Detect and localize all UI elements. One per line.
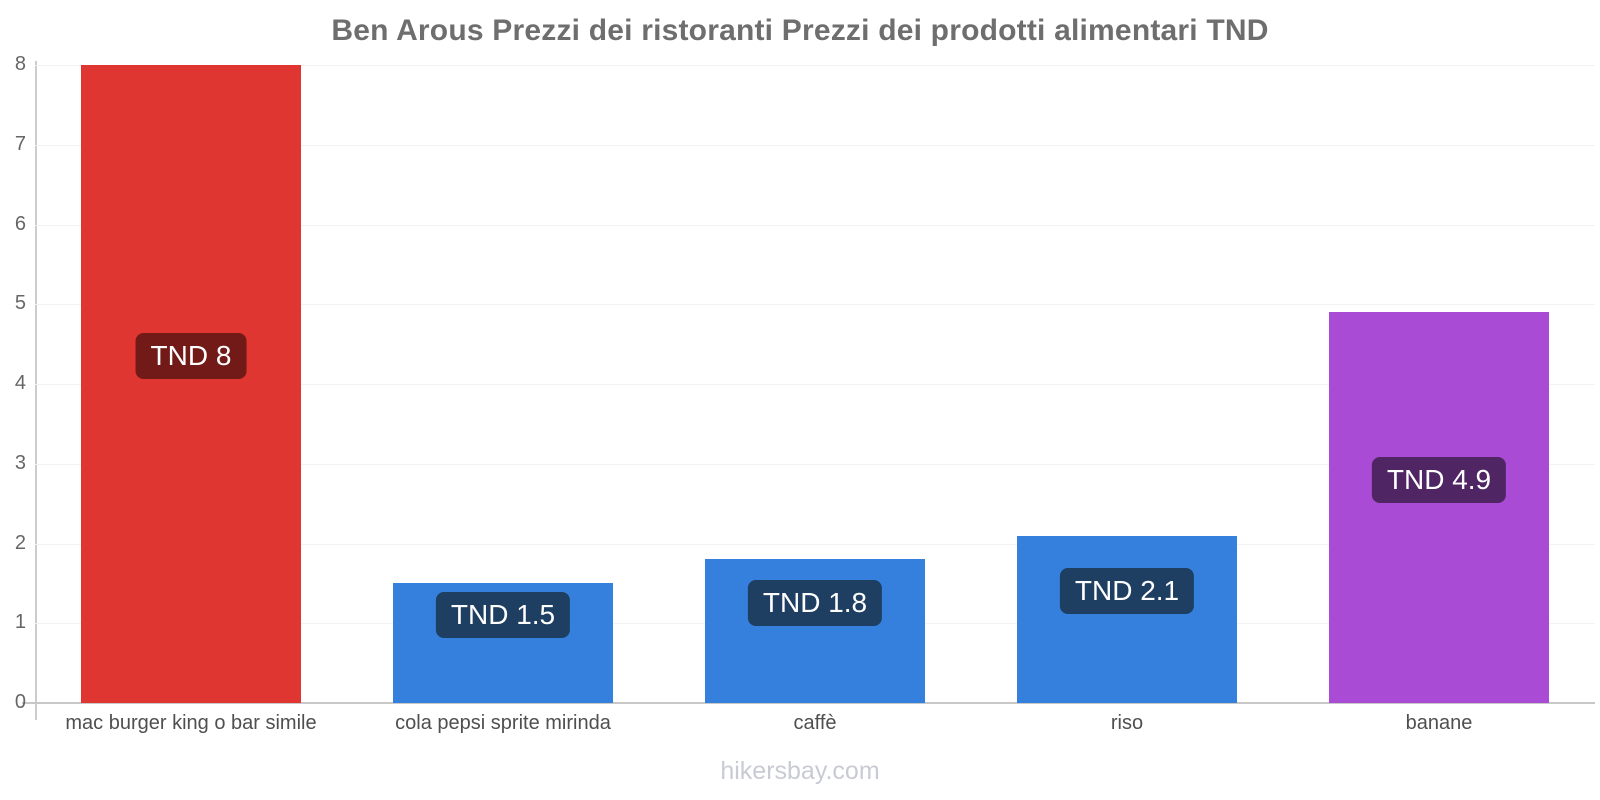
- x-axis-label: cola pepsi sprite mirinda: [395, 712, 611, 734]
- gridline: [35, 543, 1595, 545]
- y-tick-label: 0: [14, 691, 26, 713]
- y-tick-label: 6: [14, 212, 26, 235]
- bar-value-badge: TND 4.9: [1371, 456, 1507, 503]
- bar-value-badge: TND 8: [135, 333, 247, 379]
- bar-4: TND 2.1: [1017, 535, 1237, 703]
- bar-value-badge: TND 1.5: [435, 592, 571, 639]
- gridline: [35, 65, 1595, 66]
- y-axis-line: [35, 61, 37, 720]
- bar-value-badge: TND 2.1: [1059, 568, 1195, 615]
- zero-tick-mark: [22, 702, 35, 704]
- x-axis-line: [35, 702, 1595, 704]
- x-axis-label: mac burger king o bar simile: [65, 712, 317, 734]
- y-tick-label: 3: [14, 451, 26, 474]
- y-tick-label: 7: [14, 132, 26, 155]
- chart-title: Ben Arous Prezzi dei ristoranti Prezzi d…: [331, 14, 1269, 47]
- gridline: [35, 384, 1595, 385]
- gridline: [35, 224, 1595, 226]
- bar-5: TND 4.9: [1329, 312, 1549, 703]
- bar-1: TND 8: [81, 65, 301, 703]
- y-tick-label: 4: [14, 372, 26, 394]
- y-tick-label: 8: [14, 53, 26, 75]
- bar-3: TND 1.8: [705, 559, 925, 703]
- plot-area: TND 8 TND 1.5 TND 1.8 TND 2.1 TND 4.9: [22, 61, 1595, 720]
- y-tick-label: 5: [14, 292, 26, 315]
- gridline: [35, 463, 1595, 465]
- bar-2: TND 1.5: [393, 583, 613, 703]
- x-axis-label: caffè: [793, 712, 837, 734]
- x-axis-label: banane: [1405, 712, 1473, 734]
- y-tick-label: 1: [14, 611, 26, 634]
- x-axis-label: riso: [1110, 712, 1144, 734]
- footer-watermark-link[interactable]: hikersbay.com: [720, 757, 880, 785]
- y-tick-label: 2: [14, 531, 26, 554]
- gridline: [35, 144, 1595, 146]
- bar-value-badge: TND 1.8: [747, 580, 883, 627]
- gridline: [35, 304, 1595, 306]
